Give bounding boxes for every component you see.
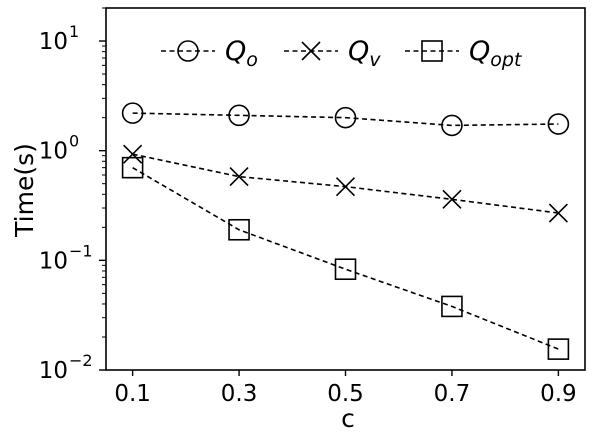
y-tick-label: 10 [39, 248, 68, 274]
y-axis-title: Time(s) [10, 143, 39, 238]
series-line-v [132, 153, 559, 214]
y-tick-exponent: −1 [69, 241, 93, 260]
data-point-v [548, 203, 568, 223]
data-point-v [123, 144, 143, 164]
x-tick-label: 0.1 [114, 381, 151, 407]
y-tick-exponent: 1 [69, 22, 79, 41]
x-tick-label: 0.3 [221, 381, 258, 407]
series-opt [121, 156, 570, 360]
data-point-opt [228, 218, 250, 241]
data-point-o [547, 113, 570, 135]
legend-label: Qo [225, 36, 258, 71]
x-tick-label: 0.9 [540, 381, 577, 407]
legend-label: Qopt [469, 36, 523, 71]
x-tick-label: 0.5 [327, 381, 364, 407]
x-tick-label: 0.7 [434, 381, 471, 407]
y-tick-label: 10 [39, 139, 68, 165]
legend-entry-o: Qo [161, 36, 258, 71]
data-point-o [228, 104, 250, 127]
series-v [123, 144, 568, 223]
data-point-opt [121, 156, 144, 179]
legend-entry-v: Qv [284, 36, 381, 71]
legend-marker [301, 41, 321, 61]
data-point-v [229, 167, 249, 187]
data-point-opt [334, 258, 357, 281]
data-point-v [442, 189, 462, 209]
series-line-o [132, 112, 559, 127]
data-point-o [441, 114, 463, 137]
legend-label: Qv [348, 36, 381, 71]
data-point-opt [441, 295, 463, 318]
series-o [121, 102, 570, 137]
series-line-opt [132, 166, 559, 350]
data-point-o [121, 102, 144, 124]
data-point-v [335, 177, 356, 197]
y-tick-label: 10 [39, 29, 68, 55]
legend-entry-opt: Qopt [405, 36, 523, 71]
y-tick-label: 10 [39, 358, 68, 384]
legend-marker [177, 40, 199, 62]
x-axis-title: c [341, 404, 355, 433]
data-point-o [334, 106, 357, 129]
y-tick-exponent: 0 [69, 132, 79, 151]
data-point-opt [547, 338, 570, 360]
legend-marker [421, 40, 443, 62]
y-tick-exponent: −2 [69, 351, 93, 370]
